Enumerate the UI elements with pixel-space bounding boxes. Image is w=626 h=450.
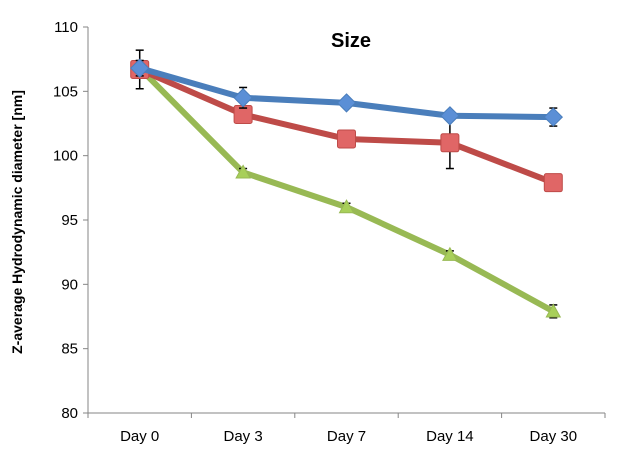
data-point-diamond — [543, 107, 564, 127]
y-tick-label: 100 — [53, 148, 78, 165]
x-tick-label: Day 7 — [327, 428, 366, 445]
x-tick-label: Day 0 — [120, 428, 159, 445]
series-1 — [129, 58, 564, 127]
data-point-triangle — [442, 246, 458, 261]
x-tick-label: Day 3 — [224, 428, 263, 445]
data-point-triangle — [545, 303, 562, 318]
data-point-diamond — [129, 58, 150, 78]
y-tick-label: 90 — [61, 276, 78, 293]
data-point-diamond — [233, 88, 253, 108]
x-tick-label: Day 30 — [530, 428, 578, 445]
data-point-square — [337, 129, 356, 149]
series-layer — [129, 49, 564, 319]
chart-title: Size — [331, 30, 371, 52]
x-tick-label: Day 14 — [426, 428, 474, 445]
y-tick-label: 110 — [54, 19, 78, 36]
series-3 — [131, 60, 562, 319]
data-point-triangle — [338, 199, 355, 214]
y-tick-label: 105 — [53, 83, 78, 100]
y-tick-label: 95 — [61, 212, 78, 229]
data-point-square — [440, 133, 460, 153]
data-point-triangle — [235, 164, 251, 179]
data-point-square — [543, 173, 563, 193]
y-axis-label: Z-average Hydrodynamic diameter [nm] — [9, 90, 25, 354]
y-tick-label: 85 — [61, 341, 78, 358]
y-tick-label: 80 — [61, 405, 78, 422]
data-point-diamond — [336, 93, 357, 113]
axes: 80 85 90 95 100 105 110 Day 0 Day 3 Day 7 Day 14 Da… — [53, 19, 606, 445]
data-point-diamond — [440, 106, 460, 126]
